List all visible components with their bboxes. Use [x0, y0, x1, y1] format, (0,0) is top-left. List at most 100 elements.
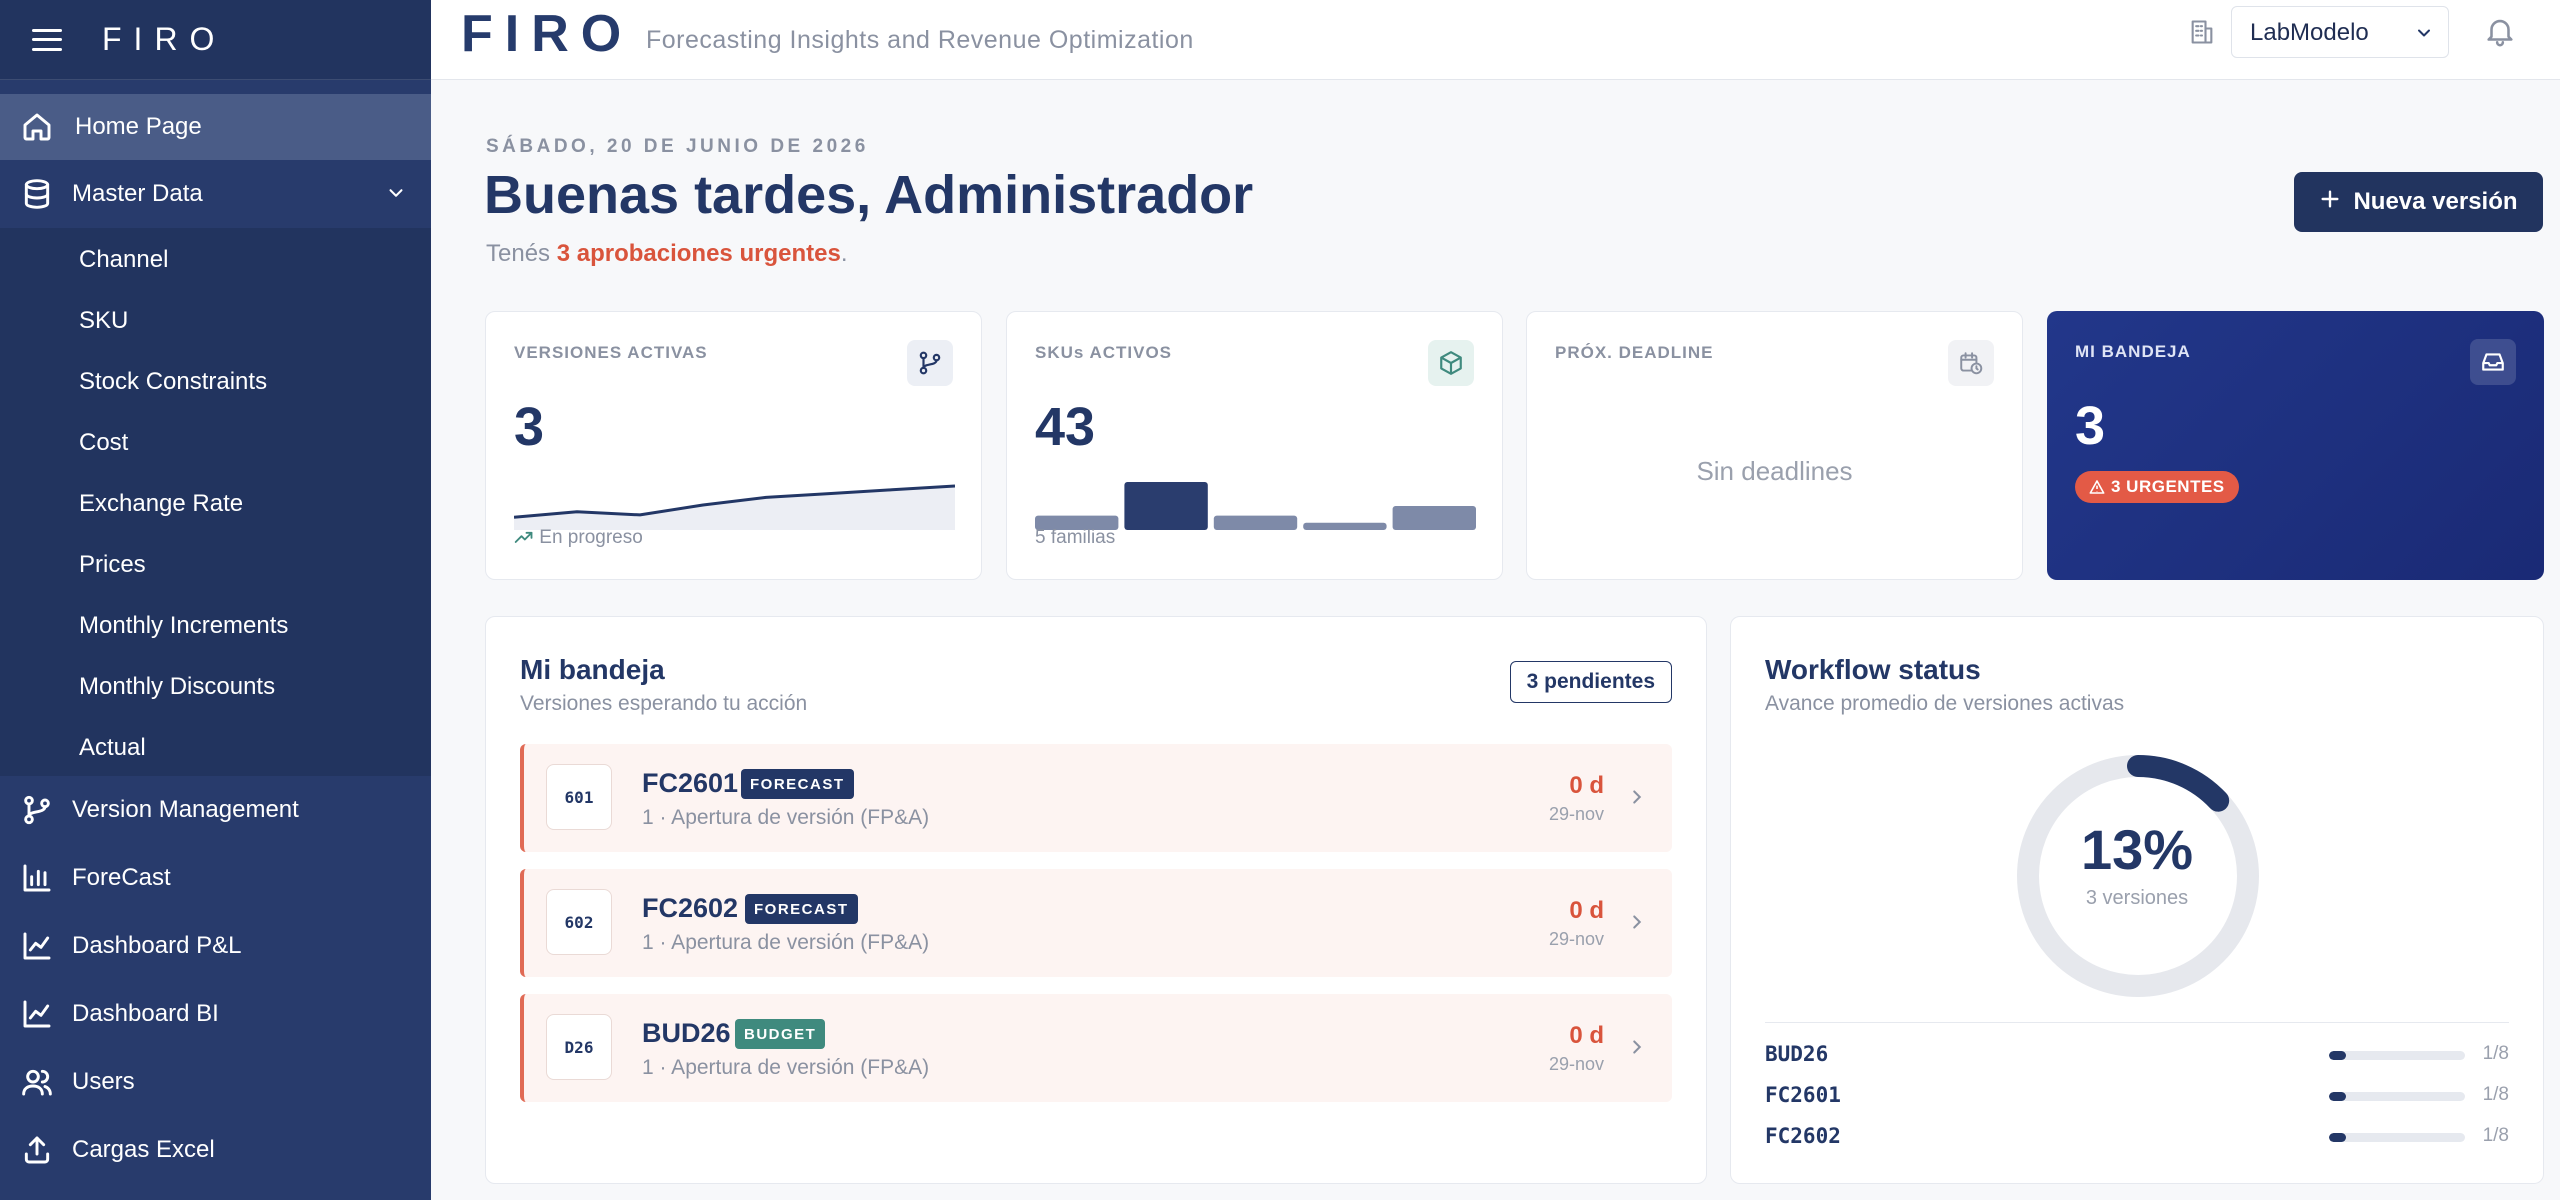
kpi-title: PRÓX. DEADLINE [1555, 343, 1714, 362]
empty-deadline: Sin deadlines [1696, 456, 1853, 486]
tenant-select-value: LabModelo [2250, 19, 2369, 46]
workflow-fraction: 1/8 [2482, 1125, 2509, 1146]
sidebar-header: FIRO [0, 0, 431, 80]
workflow-progress-bar [2329, 1092, 2465, 1101]
home-icon [20, 110, 54, 144]
submenu-item-monthly-discounts[interactable]: Monthly Discounts [79, 673, 276, 700]
workflow-row[interactable]: FC2602 1/8 [1765, 1122, 2509, 1152]
kpi-footer-text: 5 familias [1035, 527, 1116, 548]
workflow-progress-fill [2329, 1133, 2346, 1142]
tenant-select[interactable]: LabModelo [2231, 6, 2449, 58]
sidebar-item-home[interactable]: Home Page [0, 94, 431, 160]
sidebar-item-master-data[interactable]: Master Data [0, 160, 431, 228]
urgent-badge-text: 3 URGENTES [2111, 477, 2225, 496]
kpi-value: 3 [2075, 396, 2106, 456]
chevron-right-icon [1626, 911, 1648, 938]
chevron-right-icon [1626, 1036, 1648, 1063]
kpi-title: SKUs ACTIVOS [1035, 343, 1173, 362]
page-title: Buenas tardes, Administrador [484, 165, 1254, 225]
divider [1765, 1022, 2509, 1023]
sidebar-item-label: Master Data [72, 180, 203, 207]
type-tag: FORECAST [741, 769, 854, 799]
version-name: FC2601 [642, 768, 739, 798]
git-branch-icon [20, 793, 54, 827]
warning-icon [2089, 480, 2105, 494]
progress-percent: 13% [2080, 818, 2194, 881]
workflow-panel: Workflow status Avance promedio de versi… [1730, 616, 2544, 1184]
sidebar-item-label: Version Management [72, 796, 299, 823]
sidebar-item-dashboard-bi[interactable]: Dashboard BI [0, 980, 431, 1048]
submenu-item-monthly-increments[interactable]: Monthly Increments [79, 612, 289, 639]
kpi-footer-text: En progreso [539, 527, 643, 548]
chevron-down-icon [385, 182, 407, 211]
panel-title: Workflow status [1765, 654, 1981, 685]
urgent-count[interactable]: 3 aprobaciones urgentes [556, 240, 841, 267]
new-version-button[interactable]: Nueva versión [2294, 172, 2543, 232]
plus-icon [2319, 188, 2341, 217]
submenu-item-channel[interactable]: Channel [79, 246, 169, 273]
panel-title: Mi bandeja [520, 654, 665, 685]
days-left: 0 d [1569, 772, 1604, 799]
workflow-progress-bar [2329, 1051, 2465, 1060]
submenu-item-exchange-rate[interactable]: Exchange Rate [79, 490, 244, 517]
families-bar-chart [1035, 482, 1476, 530]
workflow-row[interactable]: FC2601 1/8 [1765, 1081, 2509, 1111]
version-name: BUD26 [642, 1018, 731, 1048]
version-code: 601 [546, 764, 612, 830]
sidebar-item-cargas-excel[interactable]: Cargas Excel [0, 1116, 431, 1184]
users-icon [20, 1065, 54, 1099]
header-logo: FIRO [461, 5, 634, 63]
days-left: 0 d [1569, 897, 1604, 924]
submenu-item-prices[interactable]: Prices [79, 551, 146, 578]
progress-subtitle: 3 versiones [2085, 887, 2189, 909]
version-code: D26 [546, 1014, 612, 1080]
sidebar-item-label: Dashboard BI [72, 1000, 219, 1027]
bell-icon[interactable] [2483, 14, 2517, 53]
workflow-version-name: FC2601 [1765, 1083, 1841, 1107]
workflow-progress-fill [2329, 1092, 2346, 1101]
workflow-row[interactable]: BUD26 1/8 [1765, 1040, 2509, 1070]
git-branch-icon [907, 340, 953, 386]
version-code: 602 [546, 889, 612, 955]
inbox-row[interactable]: 601 FC2601 FORECAST 1 · Apertura de vers… [520, 744, 1672, 852]
sidebar-item-forecast[interactable]: ForeCast [0, 844, 431, 912]
type-tag: FORECAST [745, 894, 858, 924]
sidebar-item-label: ForeCast [72, 864, 171, 891]
calendar-clock-icon [1948, 340, 1994, 386]
donut-progress [2017, 755, 2259, 997]
package-icon [1428, 340, 1474, 386]
submenu-item-actual[interactable]: Actual [79, 734, 146, 761]
family-bar [1303, 522, 1387, 530]
sidebar-item-version-management[interactable]: Version Management [0, 776, 431, 844]
kpi-card-versions[interactable]: VERSIONES ACTIVAS 3 En progreso [485, 311, 982, 580]
submenu-item-stock-constraints[interactable]: Stock Constraints [79, 368, 268, 395]
sidebar: FIRO Home Page Master Data Channel SKU S… [0, 0, 431, 1200]
bar-chart-icon [20, 861, 54, 895]
menu-icon[interactable] [32, 28, 62, 51]
sparkline-line [514, 484, 955, 519]
database-icon [20, 177, 54, 211]
family-bar [1213, 515, 1298, 530]
sidebar-item-dashboard-pnl[interactable]: Dashboard P&L [0, 912, 431, 980]
deadline-date: 29-nov [1548, 929, 1604, 949]
inbox-row[interactable]: 602 FC2602 FORECAST 1 · Apertura de vers… [520, 869, 1672, 977]
pending-badge[interactable]: 3 pendientes [1509, 661, 1672, 703]
kpi-card-inbox[interactable]: MI BANDEJA 3 3 URGENTES [2047, 311, 2544, 580]
kpi-title: VERSIONES ACTIVAS [514, 343, 708, 362]
kpi-card-skus[interactable]: SKUs ACTIVOS 43 5 familias [1006, 311, 1503, 580]
workflow-step: 1 · Apertura de versión (FP&A) [642, 806, 930, 829]
trending-up-icon [514, 531, 533, 543]
sidebar-item-label: Cargas Excel [72, 1136, 215, 1163]
submenu-item-sku[interactable]: SKU [79, 307, 129, 334]
sidebar-item-users[interactable]: Users [0, 1048, 431, 1116]
inbox-row[interactable]: D26 BUD26 BUDGET 1 · Apertura de versión… [520, 994, 1672, 1102]
sidebar-item-label: Users [72, 1068, 135, 1095]
workflow-fraction: 1/8 [2482, 1084, 2509, 1105]
urgent-badge: 3 URGENTES [2075, 471, 2239, 503]
workflow-version-name: FC2602 [1765, 1124, 1841, 1148]
inbox-icon [2470, 339, 2516, 385]
sidebar-logo: FIRO [102, 21, 227, 57]
submenu-item-cost[interactable]: Cost [79, 429, 129, 456]
kpi-card-deadline[interactable]: PRÓX. DEADLINE Sin deadlines [1526, 311, 2023, 580]
deadline-date: 29-nov [1548, 804, 1604, 824]
